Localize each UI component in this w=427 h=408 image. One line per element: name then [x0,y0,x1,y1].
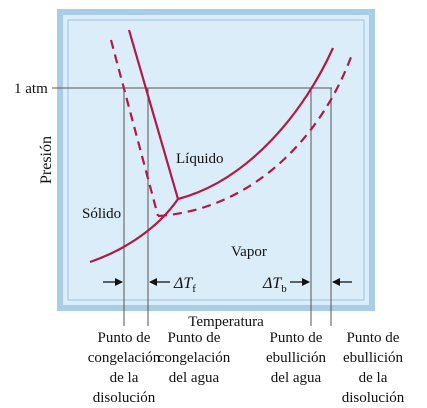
x-axis-label: Temperatura [188,314,264,330]
region-solid-label: Sólido [82,206,121,222]
caption-boiling-point-water: Punto de ebullición del agua [236,328,356,388]
delta-tb-label: ΔTb [262,275,287,295]
caption-line: Punto de [269,330,323,346]
caption-line: Punto de [97,330,151,346]
caption-line: congelación [87,350,161,366]
y-axis-label: Presión [38,136,55,184]
delta-tf-label: ΔTf [173,275,196,295]
caption-line: disolución [92,390,156,406]
caption-line: ebullición [266,350,326,366]
caption-line: del agua [270,370,322,386]
caption-boiling-point-solution: Punto de ebullición de la disolución [326,328,420,408]
caption-line: de la [109,370,139,386]
melting-curve-water [127,29,180,200]
caption-line: Punto de [167,330,221,346]
caption-freezing-point-water: Punto de congelación del agua [134,328,254,388]
caption-line: Punto de [346,330,400,346]
caption-line: ebullición [343,350,403,366]
boiling-curve-solution [157,56,353,218]
caption-line: disolución [341,390,405,406]
caption-line: del agua [168,370,220,386]
diagram-inner-border [67,19,365,301]
caption-line: de la [358,370,388,386]
boiling-curve-water [177,47,335,201]
diagram-frame [57,9,375,311]
region-vapor-label: Vapor [231,244,267,260]
caption-line: congelación [157,350,231,366]
caption-freezing-point-solution: Punto de congelación de la disolución [44,328,204,408]
one-atm-label: 1 atm [14,81,48,97]
sublimation-curve [89,198,179,264]
region-liquid-label: Líquido [176,151,224,167]
melting-curve-solution [109,39,160,217]
